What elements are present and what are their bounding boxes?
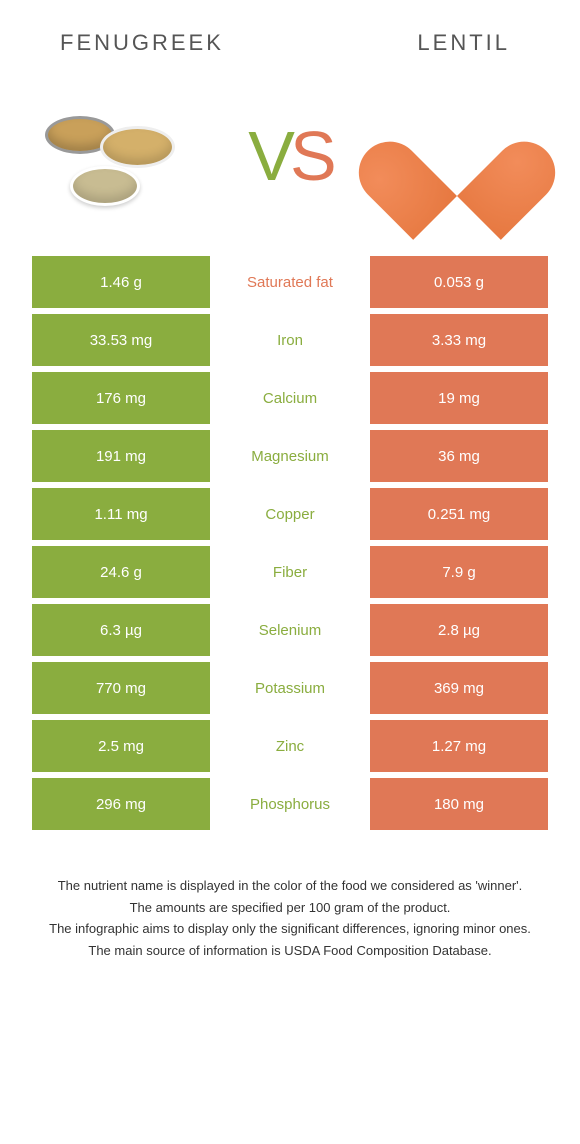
left-value: 6.3 µg bbox=[32, 604, 210, 656]
vs-label: VS bbox=[248, 116, 331, 196]
right-value: 1.27 mg bbox=[370, 720, 548, 772]
nutrient-label: Calcium bbox=[210, 372, 370, 424]
bowl-icon bbox=[70, 166, 140, 206]
footnote-line: The infographic aims to display only the… bbox=[40, 919, 540, 939]
vs-s: S bbox=[290, 117, 332, 195]
fenugreek-image bbox=[45, 86, 205, 226]
nutrient-row: 2.5 mgZinc1.27 mg bbox=[32, 720, 548, 772]
nutrient-row: 6.3 µgSelenium2.8 µg bbox=[32, 604, 548, 656]
left-value: 24.6 g bbox=[32, 546, 210, 598]
left-value: 33.53 mg bbox=[32, 314, 210, 366]
footnote-line: The amounts are specified per 100 gram o… bbox=[40, 898, 540, 918]
nutrient-row: 770 mgPotassium369 mg bbox=[32, 662, 548, 714]
left-value: 191 mg bbox=[32, 430, 210, 482]
images-row: VS bbox=[0, 66, 580, 256]
right-value: 36 mg bbox=[370, 430, 548, 482]
right-food-title: Lentil bbox=[417, 30, 510, 56]
nutrient-row: 1.46 gSaturated fat0.053 g bbox=[32, 256, 548, 308]
right-value: 369 mg bbox=[370, 662, 548, 714]
nutrient-row: 1.11 mgCopper0.251 mg bbox=[32, 488, 548, 540]
right-value: 2.8 µg bbox=[370, 604, 548, 656]
nutrient-label: Magnesium bbox=[210, 430, 370, 482]
nutrient-label: Saturated fat bbox=[210, 256, 370, 308]
left-food-title: Fenugreek bbox=[60, 30, 224, 56]
right-value: 7.9 g bbox=[370, 546, 548, 598]
header: Fenugreek Lentil bbox=[0, 0, 580, 66]
left-value: 176 mg bbox=[32, 372, 210, 424]
nutrient-label: Potassium bbox=[210, 662, 370, 714]
left-value: 2.5 mg bbox=[32, 720, 210, 772]
heart-icon bbox=[395, 101, 515, 211]
nutrient-label: Iron bbox=[210, 314, 370, 366]
right-value: 19 mg bbox=[370, 372, 548, 424]
lentil-image bbox=[375, 86, 535, 226]
nutrient-label: Phosphorus bbox=[210, 778, 370, 830]
right-value: 180 mg bbox=[370, 778, 548, 830]
nutrient-label: Fiber bbox=[210, 546, 370, 598]
right-value: 0.053 g bbox=[370, 256, 548, 308]
nutrient-row: 33.53 mgIron3.33 mg bbox=[32, 314, 548, 366]
footnote-line: The main source of information is USDA F… bbox=[40, 941, 540, 961]
nutrient-row: 24.6 gFiber7.9 g bbox=[32, 546, 548, 598]
nutrient-row: 176 mgCalcium19 mg bbox=[32, 372, 548, 424]
left-value: 770 mg bbox=[32, 662, 210, 714]
nutrient-label: Zinc bbox=[210, 720, 370, 772]
left-value: 1.46 g bbox=[32, 256, 210, 308]
left-value: 296 mg bbox=[32, 778, 210, 830]
bowl-icon bbox=[100, 126, 175, 168]
nutrient-table: 1.46 gSaturated fat0.053 g 33.53 mgIron3.… bbox=[0, 256, 580, 830]
right-value: 3.33 mg bbox=[370, 314, 548, 366]
left-value: 1.11 mg bbox=[32, 488, 210, 540]
nutrient-label: Selenium bbox=[210, 604, 370, 656]
footnote-line: The nutrient name is displayed in the co… bbox=[40, 876, 540, 896]
vs-v: V bbox=[248, 117, 290, 195]
footnote-block: The nutrient name is displayed in the co… bbox=[0, 836, 580, 960]
right-value: 0.251 mg bbox=[370, 488, 548, 540]
nutrient-row: 191 mgMagnesium36 mg bbox=[32, 430, 548, 482]
nutrient-label: Copper bbox=[210, 488, 370, 540]
nutrient-row: 296 mgPhosphorus180 mg bbox=[32, 778, 548, 830]
